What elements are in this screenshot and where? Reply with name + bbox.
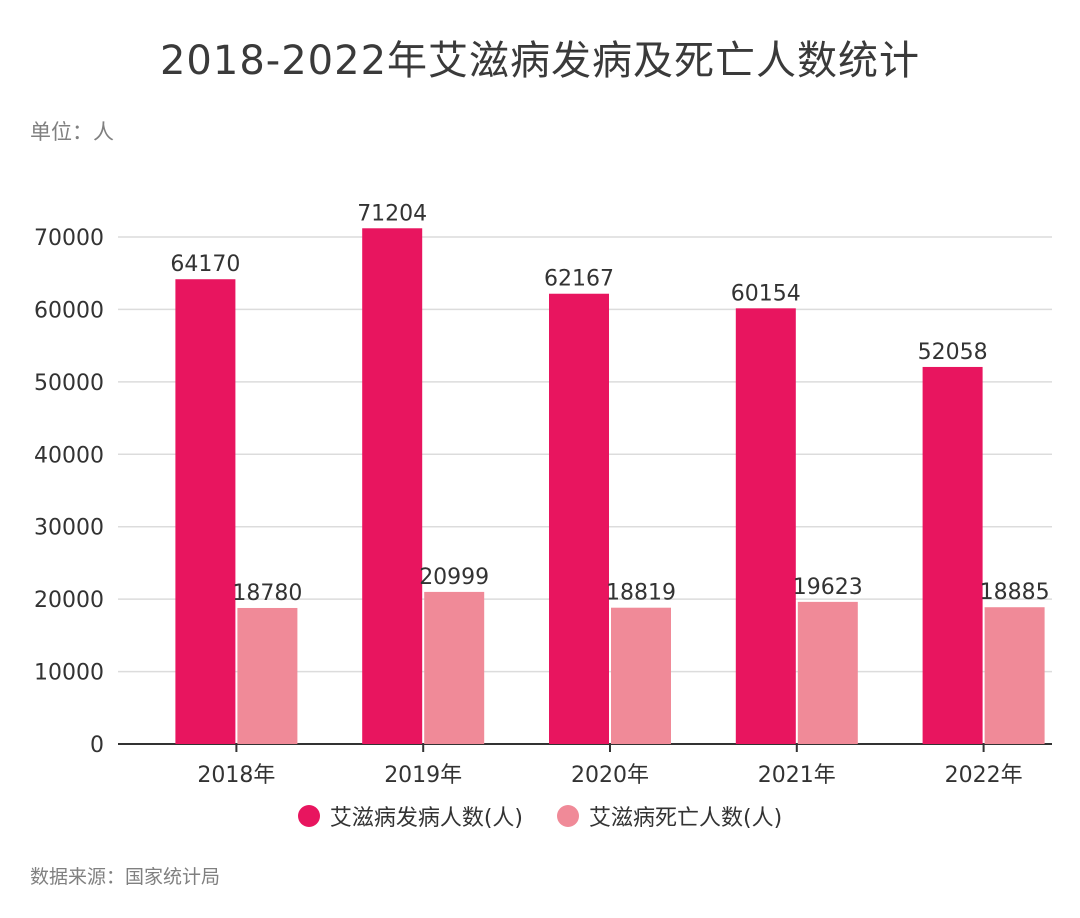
bar-deaths (424, 591, 485, 744)
y-tick-label: 50000 (34, 371, 104, 396)
data-label: 18885 (980, 580, 1050, 605)
bar-incidence (735, 308, 796, 744)
y-tick-label: 0 (90, 733, 104, 758)
bar-incidence (549, 293, 609, 744)
y-tick-label: 10000 (34, 661, 104, 686)
y-tick-label: 20000 (34, 588, 104, 613)
x-tick-label: 2021年 (758, 763, 836, 788)
legend-swatch-deaths (557, 805, 579, 827)
legend: 艾滋病发病人数(人) 艾滋病死亡人数(人) (0, 800, 1080, 832)
data-label: 60154 (731, 281, 801, 306)
bar-incidence (922, 366, 983, 744)
y-tick-label: 30000 (34, 516, 104, 541)
unit-label: 单位：人 (30, 120, 114, 144)
bar-chart: 0 10000 20000 30000 40000 50000 60000 70000 2018… (34, 201, 1052, 788)
x-tick-label: 2020年 (571, 763, 649, 788)
legend-swatch-incidence (297, 805, 320, 827)
legend-item-incidence: 艾滋病发病人数(人) (297, 800, 523, 832)
x-tick-label: 2019年 (384, 763, 462, 788)
chart-title: 2018-2022年艾滋病发病及死亡人数统计 (159, 38, 921, 84)
y-tick-label: 70000 (34, 226, 104, 251)
data-label: 19623 (793, 575, 863, 600)
data-label: 18819 (606, 581, 676, 606)
data-label: 62167 (544, 267, 614, 292)
data-label: 64170 (170, 252, 240, 277)
bar-incidence (362, 228, 423, 744)
legend-label-deaths: 艾滋病死亡人数(人) (589, 806, 783, 831)
legend-label-incidence: 艾滋病发病人数(人) (329, 806, 523, 831)
legend-item-deaths: 艾滋病死亡人数(人) (557, 800, 782, 832)
bar-deaths (797, 601, 858, 744)
data-label: 18780 (232, 581, 302, 606)
data-label: 71204 (357, 201, 427, 226)
y-tick-label: 60000 (34, 298, 104, 323)
x-tick-label: 2018年 (197, 763, 275, 788)
y-tick-label: 40000 (34, 443, 104, 468)
bar-deaths (611, 607, 671, 744)
bar-incidence (175, 279, 236, 744)
bar-deaths (984, 607, 1045, 744)
data-label: 52058 (918, 340, 988, 365)
data-label: 20999 (419, 565, 489, 590)
x-tick-label: 2022年 (945, 763, 1023, 788)
bar-deaths (237, 607, 298, 744)
data-source: 数据来源：国家统计局 (30, 866, 221, 888)
